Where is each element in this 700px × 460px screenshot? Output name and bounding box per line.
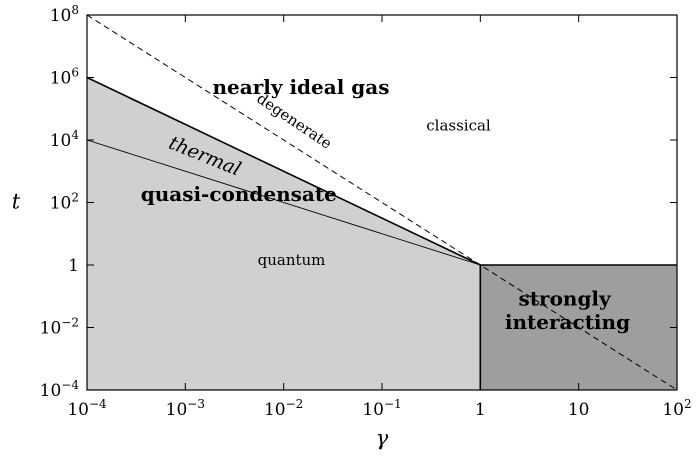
x-axis-label: γ (376, 426, 389, 450)
y-tick-label: 102 (50, 191, 79, 214)
boundary-line-3 (479, 264, 677, 390)
ticks-layer: 10−4 10−3 10−2 10−1 1 10 102 10−4 10−2 1 102 104 106… (40, 3, 692, 420)
y-tick-label: 106 (50, 66, 79, 89)
boundary-line-1 (86, 139, 481, 266)
x-tick-label: 1 (475, 400, 486, 420)
annotation-quasi-condensate: quasi-condensate (141, 182, 337, 206)
annotation-strongly: strongly (519, 287, 612, 311)
y-tick-label: 108 (50, 3, 79, 26)
annotation-quantum: quantum (258, 251, 326, 269)
x-tick-label: 10−1 (362, 397, 401, 420)
y-tick-label: 10−2 (40, 316, 79, 339)
boundary-line-2 (86, 14, 678, 391)
y-tick-label: 10−4 (40, 378, 80, 401)
x-tick-label: 10−2 (264, 397, 303, 420)
annotation-nearly-ideal-gas: nearly ideal gas (213, 75, 390, 99)
lines-layer (86, 14, 678, 391)
y-tick-label: 104 (50, 128, 80, 151)
region-0 (87, 77, 481, 390)
y-axis-label: t (12, 190, 21, 214)
annotation-interacting: interacting (505, 310, 630, 334)
x-tick-label: 102 (662, 397, 691, 420)
y-tick-label: 1 (68, 256, 79, 276)
boundary-line-0 (86, 76, 481, 266)
x-tick-label: 10−4 (67, 397, 107, 420)
x-tick-label: 10 (568, 400, 590, 420)
x-tick-label: 10−3 (166, 397, 205, 420)
annotation-classical: classical (426, 117, 491, 135)
